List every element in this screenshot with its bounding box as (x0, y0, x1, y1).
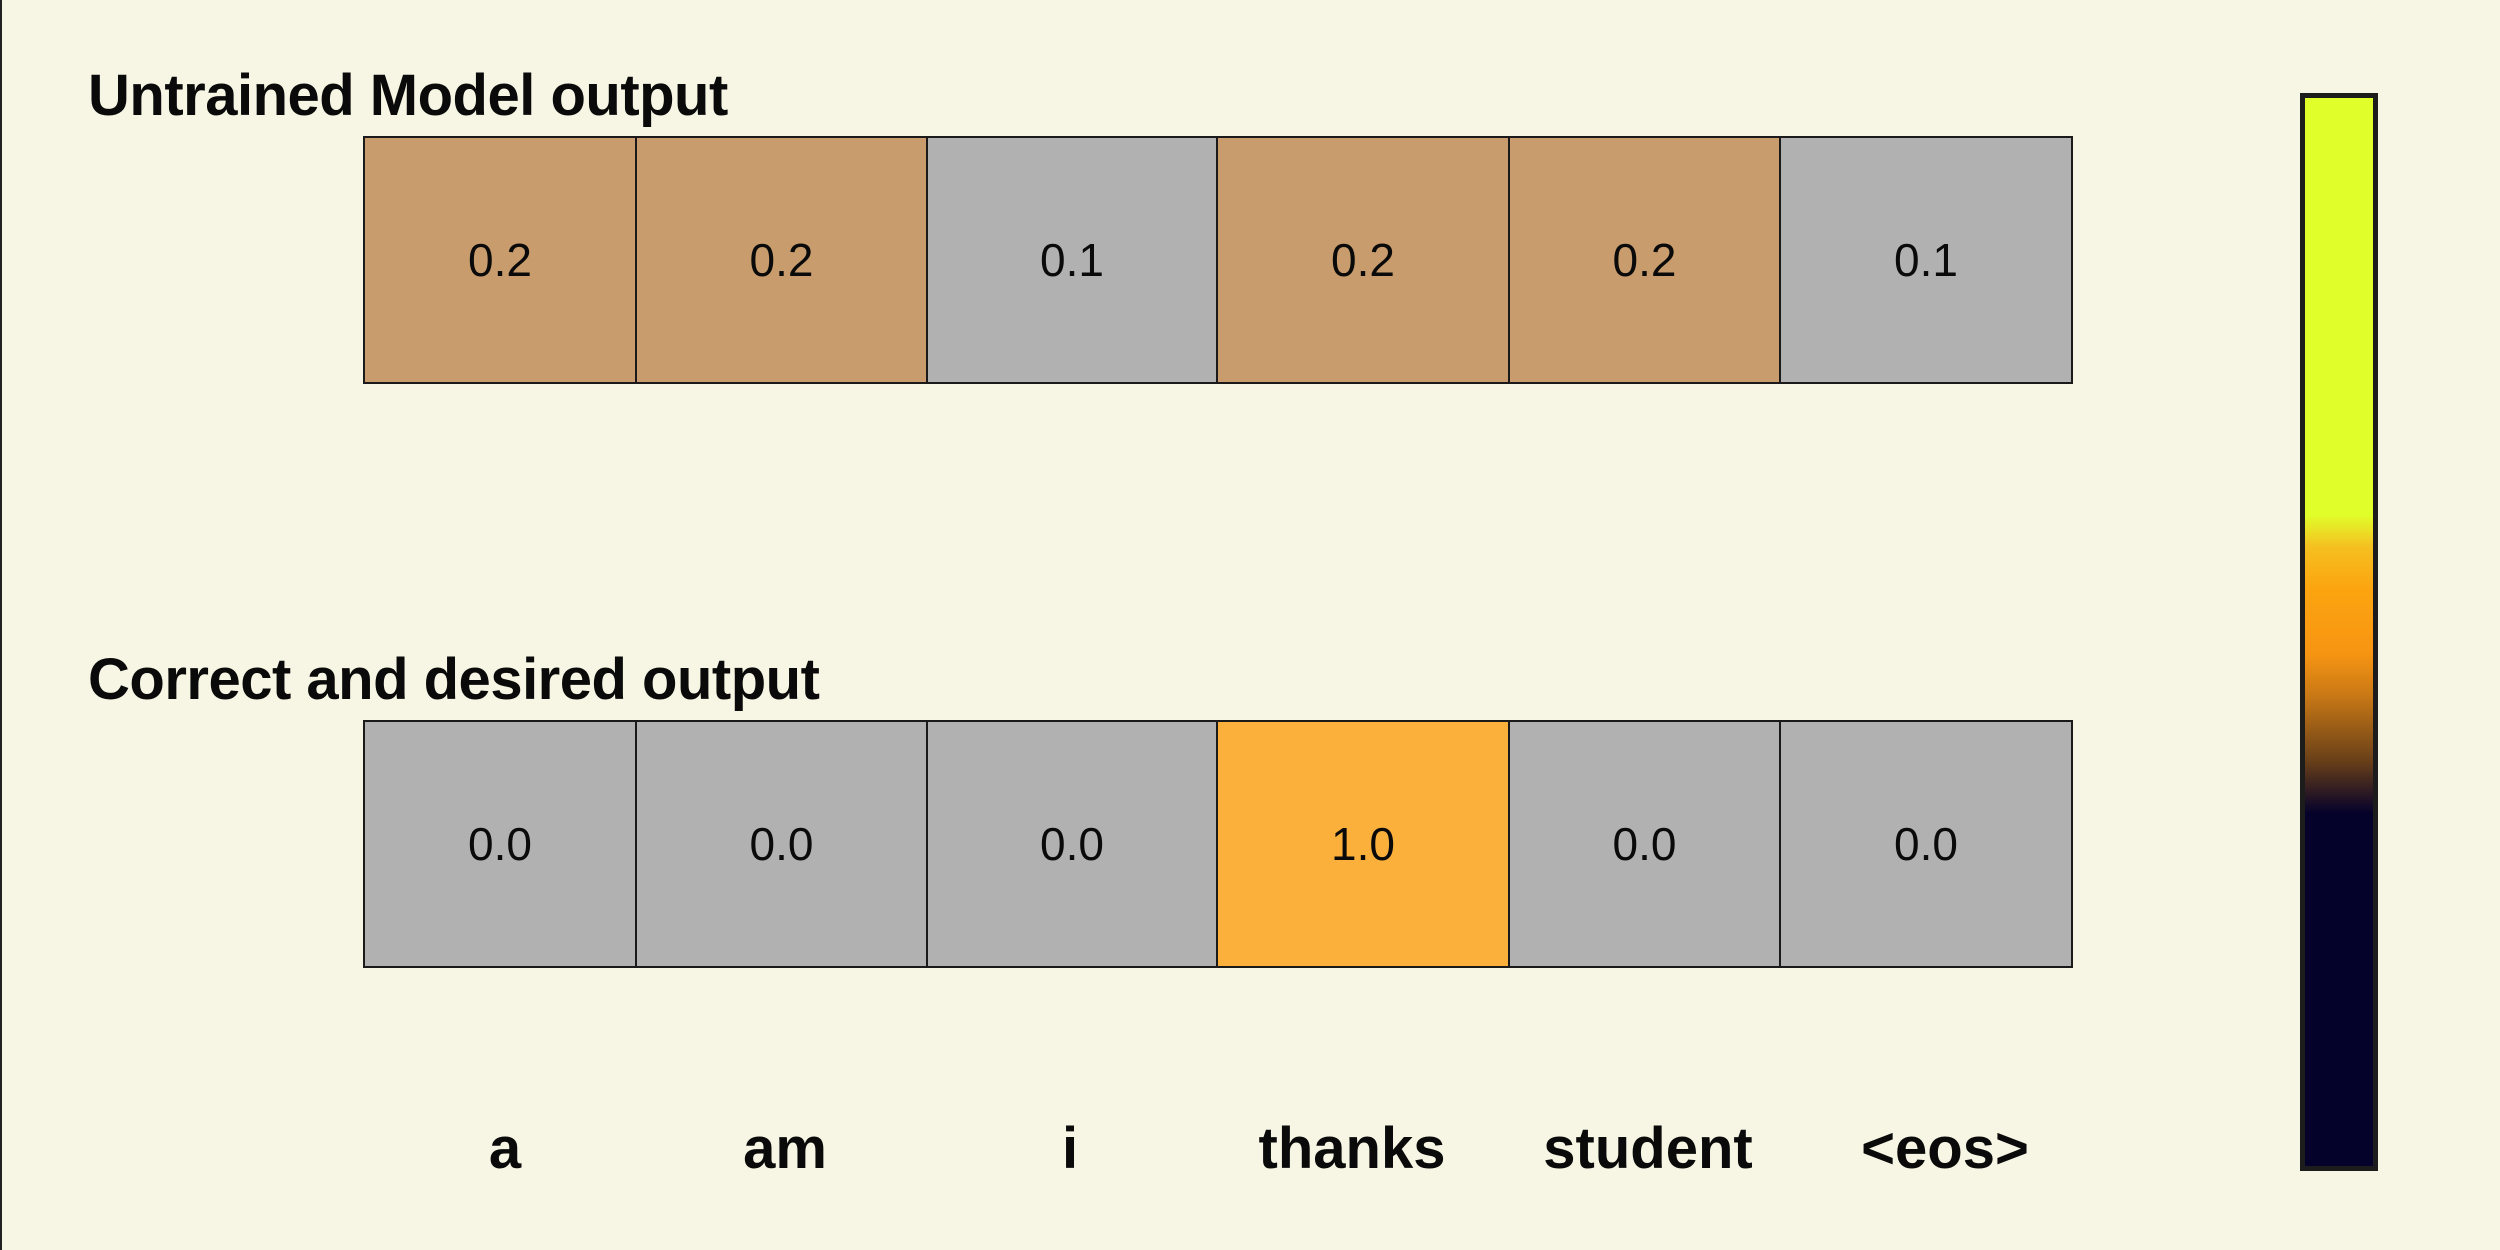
vocab-word-label: student (1543, 1116, 1753, 1181)
probability-cell: 0.0 (635, 720, 928, 968)
probability-cell: 0.0 (1779, 720, 2073, 968)
probability-cell: 0.0 (363, 720, 637, 968)
probability-cell: 0.2 (363, 136, 637, 384)
vocab-word-label: thanks (1258, 1116, 1446, 1181)
correct-output-row: 0.0 0.0 0.0 1.0 0.0 0.0 (363, 720, 2073, 970)
probability-cell: 0.1 (926, 136, 1218, 384)
untrained-output-title: Untrained Model output (88, 63, 728, 128)
color-scale-bar (2300, 93, 2378, 1171)
vocab-word-label: am (743, 1116, 827, 1181)
vocab-word-label: <eos> (1861, 1116, 2029, 1181)
probability-cell: 0.2 (1216, 136, 1510, 384)
untrained-output-row: 0.2 0.2 0.1 0.2 0.2 0.1 (363, 136, 2073, 386)
probability-cell: 0.0 (926, 720, 1218, 968)
probability-cell: 0.1 (1779, 136, 2073, 384)
probability-cell: 0.2 (635, 136, 928, 384)
probability-cell: 1.0 (1216, 720, 1510, 968)
correct-output-title: Correct and desired output (88, 647, 820, 712)
probability-cell: 0.0 (1508, 720, 1781, 968)
vocab-word-label: a (488, 1116, 522, 1181)
left-border-line (0, 0, 2, 1250)
probability-cell: 0.2 (1508, 136, 1781, 384)
vocab-word-label: i (1061, 1116, 1079, 1181)
